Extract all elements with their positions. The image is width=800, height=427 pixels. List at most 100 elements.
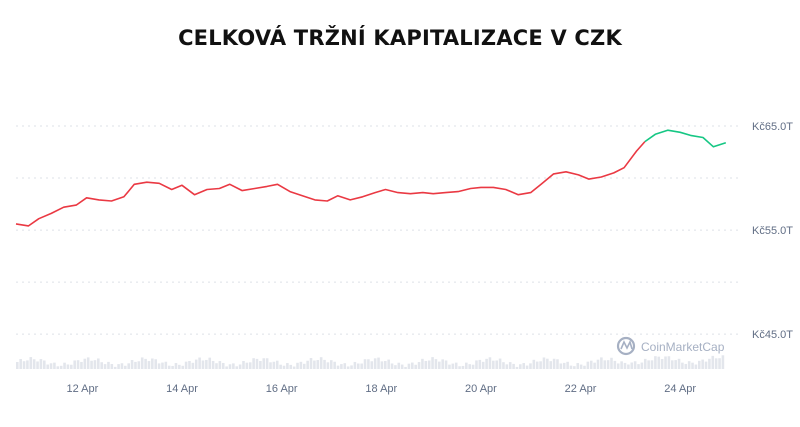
volume-bar [93, 360, 97, 369]
grid-layer [16, 125, 740, 335]
y-tick-label-2: Kč45.0T [752, 329, 793, 341]
volume-bar [417, 362, 421, 369]
volume-bar [397, 362, 401, 369]
volume-bar [468, 364, 471, 369]
volume-bar [502, 362, 505, 369]
volume-bar [522, 363, 526, 369]
volume-bar [370, 361, 374, 369]
volume-bar [367, 359, 370, 369]
volume-bar [400, 364, 404, 369]
volume-bar [269, 362, 272, 369]
volume-bar [478, 359, 482, 369]
volume-bar [167, 365, 171, 369]
volume-bar [286, 363, 289, 369]
volume-bar [606, 360, 610, 369]
volume-bar [100, 362, 103, 369]
volume-bar [46, 364, 49, 369]
volume-bar [444, 360, 448, 369]
volume-bar [275, 360, 279, 369]
volume-bar [654, 356, 657, 369]
volume-bar [380, 361, 384, 369]
volume-bar [32, 359, 36, 369]
volume-bar [576, 363, 580, 369]
volume-bar [475, 360, 478, 369]
volume-bar [205, 359, 208, 369]
volume-bar [465, 362, 468, 369]
volume-bar [681, 362, 684, 369]
volume-bar [704, 361, 708, 369]
volume-bar [431, 357, 434, 369]
volume-bar [603, 360, 607, 369]
volume-bar [16, 362, 19, 369]
volume-bar [73, 360, 76, 369]
volume-bar [83, 358, 87, 369]
volume-bar [360, 363, 363, 369]
x-tick-label-0: 12 Apr [67, 383, 99, 395]
volume-bar [59, 365, 63, 369]
volume-bar [53, 362, 56, 369]
volume-bar [448, 364, 451, 369]
x-tick-label-6: 24 Apr [664, 383, 696, 395]
watermark-text: CoinMarketCap [641, 340, 725, 354]
volume-bar [154, 359, 157, 369]
volume-bar [140, 357, 144, 369]
volume-bar [157, 363, 161, 369]
volume-bar [191, 362, 195, 369]
volume-bar [363, 359, 367, 369]
volume-bar [232, 363, 235, 369]
volume-bar [515, 366, 519, 369]
volume-bar [620, 361, 623, 369]
volume-bar [313, 360, 316, 369]
y-tick-label-1: Kč55.0T [752, 225, 793, 237]
volume-bar [630, 362, 634, 369]
volume-bar [86, 357, 90, 369]
volume-bar [670, 360, 674, 369]
volume-bar [329, 360, 333, 369]
volume-bar [492, 360, 495, 369]
volume-bar [508, 362, 512, 369]
volume-bar [589, 360, 593, 369]
volume-bar [667, 356, 671, 369]
volume-bar [221, 362, 225, 369]
x-axis-ticks: 12 Apr 14 Apr 16 Apr 18 Apr 20 Apr 22 Apr 24 A… [67, 383, 697, 395]
volume-bar [411, 362, 414, 369]
volume-bar [718, 358, 721, 369]
volume-bar [539, 361, 542, 369]
volume-bar [394, 365, 397, 369]
volume-bar [451, 363, 455, 369]
volume-bar [29, 357, 33, 369]
volume-bar [562, 362, 566, 369]
volume-bar [262, 358, 266, 369]
volume-bar [134, 361, 137, 369]
volume-bar [549, 361, 553, 369]
volume-bar [181, 365, 185, 369]
volume-bar [687, 361, 691, 369]
volume-bar [559, 363, 563, 369]
volume-bar [248, 362, 252, 369]
volume-bar [674, 360, 677, 369]
volume-bar [495, 360, 498, 369]
volume-bar [225, 366, 228, 369]
volume-bar [627, 364, 630, 369]
volume-bar [454, 362, 458, 369]
volume-bar [49, 363, 53, 369]
volume-bar [573, 366, 576, 369]
volume-bar [414, 364, 417, 369]
volume-bar [319, 357, 323, 369]
volume-bar [174, 363, 178, 369]
volume-bar [171, 365, 174, 369]
volume-bar [600, 357, 603, 369]
volume-bar [218, 361, 222, 369]
volume-bar [566, 361, 569, 369]
volume-bar [336, 365, 340, 369]
volume-bar [147, 361, 151, 369]
volume-bar [461, 365, 465, 369]
volume-bar [610, 357, 613, 369]
volume-bar [613, 360, 617, 369]
volume-bar [714, 358, 718, 369]
volume-bar [211, 360, 215, 369]
volume-bar [441, 359, 444, 369]
volume-bar [535, 361, 539, 369]
volume-bar [664, 356, 667, 369]
x-tick-label-5: 22 Apr [565, 383, 597, 395]
